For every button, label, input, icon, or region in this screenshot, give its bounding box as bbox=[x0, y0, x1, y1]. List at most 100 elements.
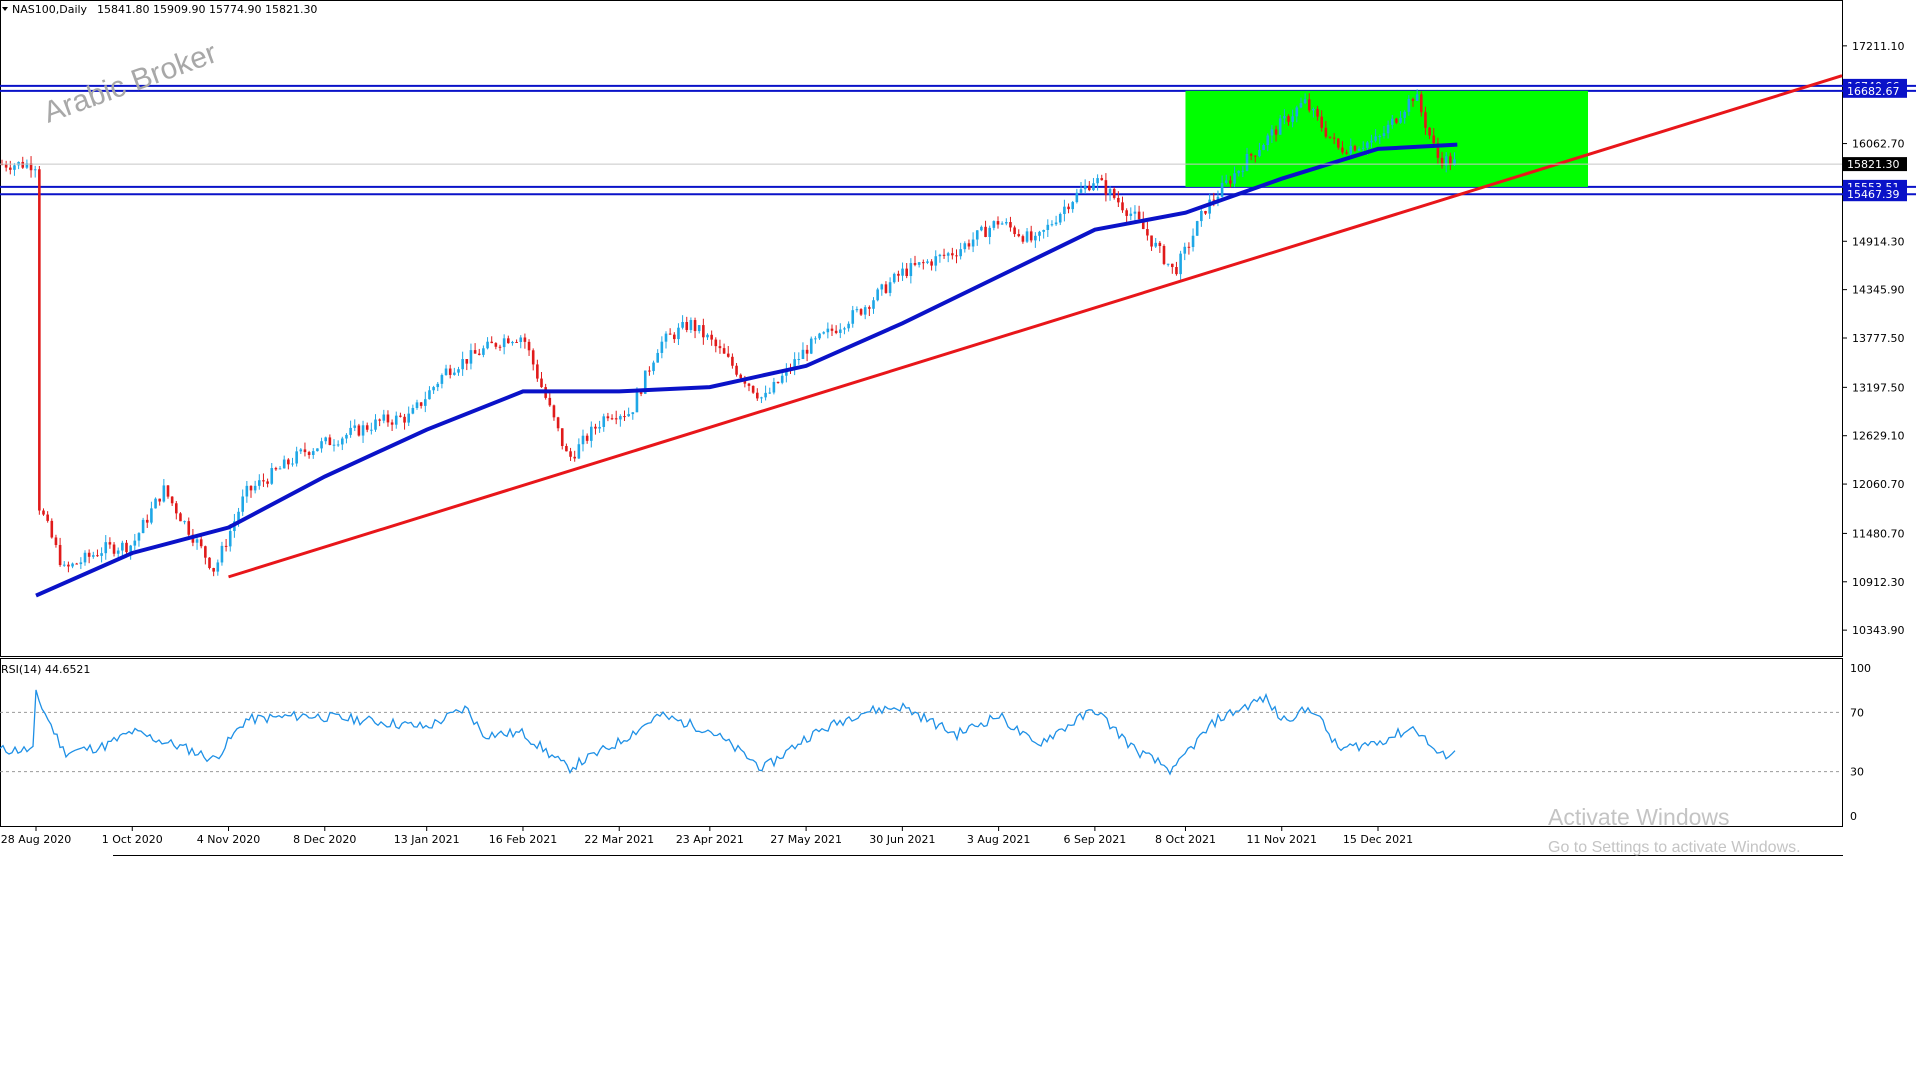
candle bbox=[1071, 200, 1074, 213]
candle bbox=[980, 225, 983, 232]
candle bbox=[1175, 261, 1178, 276]
candle-body bbox=[341, 438, 344, 445]
candle-body bbox=[706, 334, 709, 338]
candle bbox=[1266, 133, 1270, 152]
candle bbox=[175, 500, 178, 520]
candle bbox=[1050, 220, 1054, 227]
candle-body bbox=[1005, 222, 1008, 224]
candle-body bbox=[258, 480, 261, 486]
triangle-down-icon[interactable] bbox=[2, 7, 8, 11]
candle bbox=[1150, 235, 1153, 251]
candle bbox=[1025, 227, 1029, 244]
candle-body bbox=[1216, 196, 1220, 201]
candle bbox=[1088, 181, 1091, 192]
candle-body bbox=[378, 419, 381, 421]
candle-body bbox=[1183, 246, 1187, 254]
candle bbox=[341, 436, 344, 451]
candle-body bbox=[1083, 185, 1087, 190]
candle bbox=[320, 437, 323, 453]
candle-body bbox=[1399, 117, 1402, 123]
candle-body bbox=[237, 511, 240, 522]
candle-body bbox=[38, 169, 41, 511]
candle-body bbox=[1162, 246, 1166, 264]
candle-body bbox=[1054, 222, 1058, 225]
candle-body bbox=[407, 413, 410, 423]
candle-body bbox=[577, 444, 581, 459]
candle bbox=[1415, 89, 1419, 101]
watermark-text: Arabic Broker bbox=[39, 36, 221, 129]
candle bbox=[1216, 190, 1220, 207]
price-tick-label: 10912.30 bbox=[1852, 576, 1905, 589]
candle-body bbox=[868, 307, 871, 309]
candle bbox=[1224, 174, 1228, 185]
candle-body bbox=[1075, 192, 1079, 203]
candle bbox=[1104, 173, 1108, 202]
candle bbox=[54, 534, 58, 548]
candle bbox=[121, 540, 124, 558]
candle bbox=[1158, 241, 1162, 253]
candle bbox=[785, 363, 788, 383]
candle bbox=[428, 386, 431, 400]
candle bbox=[1029, 225, 1033, 243]
candle-body bbox=[515, 341, 518, 343]
candle-body bbox=[299, 449, 303, 452]
candle-body bbox=[1191, 235, 1195, 248]
price-tick-label: 14345.90 bbox=[1852, 284, 1905, 297]
candle-body bbox=[1262, 145, 1265, 151]
candle-body bbox=[955, 255, 958, 257]
candle bbox=[253, 480, 257, 494]
candle-body bbox=[859, 309, 863, 315]
candle-body bbox=[1436, 143, 1440, 158]
candle-body bbox=[614, 418, 618, 420]
candle bbox=[411, 404, 415, 415]
candle bbox=[1121, 196, 1124, 213]
activate-windows-subtitle: Go to Settings to activate Windows. bbox=[1548, 839, 1801, 856]
candle-body bbox=[370, 429, 373, 431]
candle bbox=[648, 366, 651, 376]
candle bbox=[1428, 126, 1431, 140]
candle bbox=[96, 549, 99, 557]
candle-body bbox=[129, 545, 132, 553]
candle bbox=[930, 259, 933, 271]
candle bbox=[884, 281, 888, 294]
candle-body bbox=[523, 337, 527, 342]
candle bbox=[299, 448, 303, 454]
candle-body bbox=[486, 341, 489, 349]
candle bbox=[1183, 242, 1187, 261]
candle bbox=[1374, 128, 1377, 143]
candle-body bbox=[1449, 156, 1452, 166]
date-tick-label: 15 Dec 2021 bbox=[1343, 833, 1413, 846]
candle-body bbox=[324, 437, 327, 442]
candle bbox=[809, 336, 813, 355]
candle-body bbox=[536, 364, 539, 379]
candle bbox=[1349, 138, 1353, 156]
candle-body bbox=[1312, 108, 1315, 111]
candle bbox=[1411, 97, 1415, 107]
candle-body bbox=[722, 348, 726, 354]
candle-body bbox=[216, 562, 220, 572]
candle bbox=[1320, 110, 1323, 132]
candle-body bbox=[527, 341, 531, 351]
candle-body bbox=[137, 533, 141, 541]
candle-body bbox=[1100, 178, 1104, 181]
candle bbox=[797, 352, 801, 365]
candle bbox=[814, 336, 817, 344]
candle-body bbox=[336, 444, 340, 446]
candle-body bbox=[436, 383, 440, 388]
candle-body bbox=[772, 381, 776, 393]
candle bbox=[1245, 147, 1249, 172]
candle bbox=[876, 287, 879, 302]
candle bbox=[104, 535, 108, 560]
horizontal-levels[interactable] bbox=[0, 84, 1916, 196]
candle-body bbox=[75, 563, 78, 565]
candle bbox=[1063, 199, 1066, 222]
trendline[interactable] bbox=[228, 74, 1843, 579]
rsi-tick-label: 70 bbox=[1850, 706, 1864, 719]
symbol-label: NAS100,Daily bbox=[12, 3, 88, 16]
candle-body bbox=[1195, 221, 1199, 236]
candle-body bbox=[872, 300, 875, 309]
consolidation-zone[interactable] bbox=[1185, 90, 1588, 187]
candle-body bbox=[394, 415, 398, 425]
candle bbox=[266, 478, 269, 488]
